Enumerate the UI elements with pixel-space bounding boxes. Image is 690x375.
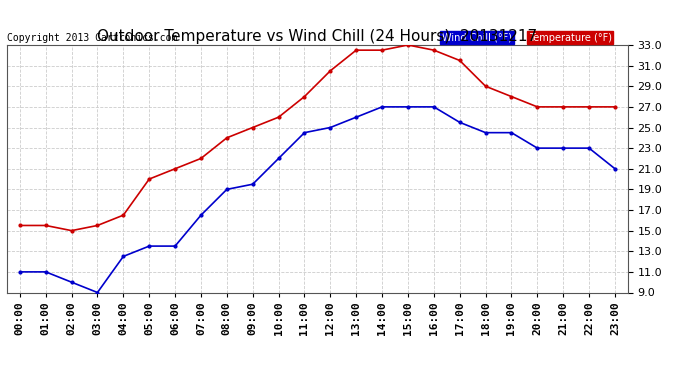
Text: Wind Chill (°F): Wind Chill (°F): [442, 33, 511, 42]
Text: Copyright 2013 Cartronics.com: Copyright 2013 Cartronics.com: [7, 33, 177, 42]
Title: Outdoor Temperature vs Wind Chill (24 Hours)  20131217: Outdoor Temperature vs Wind Chill (24 Ho…: [97, 29, 538, 44]
Text: Temperature (°F): Temperature (°F): [529, 33, 611, 42]
